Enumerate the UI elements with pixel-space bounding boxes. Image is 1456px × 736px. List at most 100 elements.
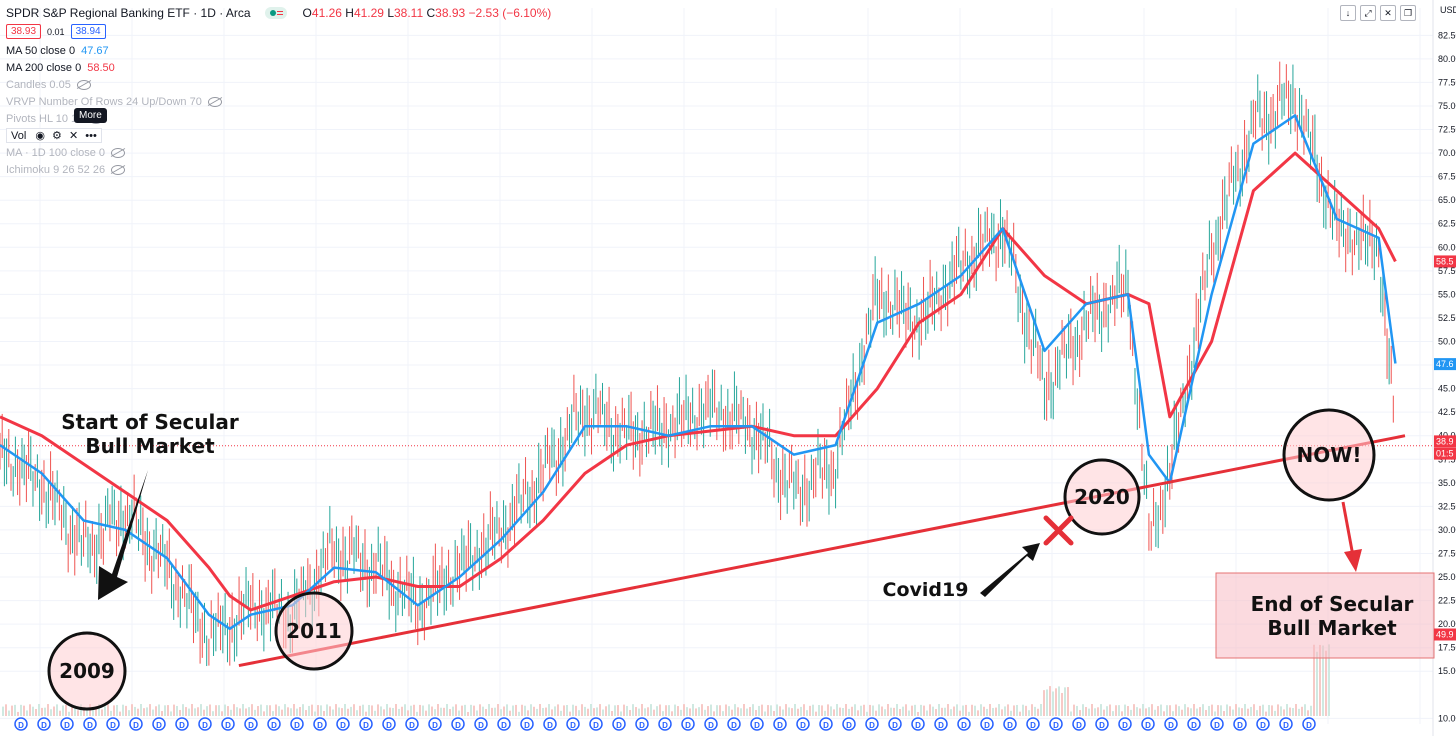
volume-bar [254,709,256,716]
volume-bar [977,710,979,716]
volume-bar [11,705,13,716]
volume-bar [1283,709,1285,716]
volume-bar [266,705,268,716]
volume-bar [893,707,895,716]
volume-bar [857,710,859,716]
buy-button[interactable]: 38.94 [70,24,106,39]
volume-bar [995,707,997,716]
hidden-eye-icon[interactable] [76,79,91,90]
volume-bar [35,709,37,716]
countdown-badge [1434,447,1456,460]
volume-bar [107,704,109,716]
volume-bar [1172,711,1174,716]
more-tooltip: More [74,108,107,123]
volume-bar [287,707,289,716]
down-arrow-icon[interactable]: ↓ [1340,5,1356,21]
volume-bar [1157,706,1159,716]
volume-bar [1001,709,1003,716]
volume-bar [428,704,430,716]
volume-bar [1256,710,1258,716]
volume-bar [5,704,7,716]
indicator-ma100[interactable]: MA · 1D 100 close 0 [6,144,551,161]
volume-bar [416,711,418,716]
indicator-vol[interactable]: Vol ◉ ⚙ ✕ ••• [6,127,551,144]
volume-bar [1109,704,1111,716]
volume-bar [704,709,706,716]
volume-bar [683,704,685,716]
volume-bar [251,704,253,716]
more-icon[interactable]: ••• [85,130,97,142]
trendline [238,434,1406,668]
volume-bar [848,708,850,716]
ma200-badge [1434,255,1456,268]
volume-bar [914,704,916,716]
hidden-eye-icon[interactable] [111,164,126,175]
volume-bar [1076,705,1078,716]
volume-bar [1205,709,1207,716]
y-tick-label: 22.50 [1438,596,1456,606]
volume-bar [689,708,691,716]
volume-bar [302,704,304,716]
restore-icon[interactable]: ❐ [1400,5,1416,21]
volume-bar [440,707,442,716]
volume-bar [497,704,499,716]
volume-bar [413,704,415,716]
indicator-ma200[interactable]: MA 200 close 0 58.50 [6,61,115,74]
volume-bar [278,706,280,716]
volume-bar [455,704,457,716]
volume-bar [329,706,331,716]
dividend-marker-label: D [64,721,70,730]
volume-bar [458,710,460,716]
volume-bar [353,704,355,716]
indicator-candles[interactable]: Candles 0.05 [6,76,551,93]
market-status-icon[interactable] [264,6,287,19]
indicator-ma50[interactable]: MA 50 close 0 47.67 [6,44,109,57]
volume-bar [1229,706,1231,716]
dividend-marker [819,717,833,731]
y-tick-label: 30.00 [1438,525,1456,535]
volume-bar [188,708,190,716]
dividend-marker-label: D [869,721,875,730]
symbol-title[interactable]: SPDR S&P Regional Banking ETF · 1D · Arc… [6,5,251,20]
eye-icon[interactable]: ◉ [35,130,45,142]
volume-bar [545,707,547,716]
volume-bar [1298,708,1300,716]
dividend-marker [635,717,649,731]
volume-bar [65,704,67,716]
volume-bar [1124,704,1126,716]
volume-bar [14,704,16,716]
indicator-ichimoku[interactable]: Ichimoku 9 26 52 26 [6,161,551,178]
volume-bar [821,705,823,716]
volume-bar [1187,707,1189,716]
indicator-vrvp[interactable]: VRVP Number Of Rows 24 Up/Down 70 [6,93,551,110]
volume-bar [1232,709,1234,716]
volume-bar [719,705,721,716]
volume-bar [644,708,646,716]
volume-bar [626,705,628,716]
dividend-marker [37,717,51,731]
volume-bar [527,710,529,716]
volume-bar [734,704,736,716]
volume-bar [608,704,610,716]
sell-button[interactable]: 38.93 [6,24,42,39]
volume-bar [212,711,214,716]
covid-x-marker [1043,515,1074,546]
volume-bar [479,704,481,716]
volume-bar [1136,707,1138,716]
hidden-eye-icon[interactable] [111,147,126,158]
close-icon[interactable]: ✕ [1380,5,1396,21]
hidden-eye-icon[interactable] [207,96,222,107]
volume-bar [1217,705,1219,716]
last-price-badge-text: 38.9 [1436,436,1454,446]
volume-bar [740,708,742,716]
volume-bar [167,705,169,716]
settings-icon[interactable]: ⚙ [52,130,62,142]
expand-icon[interactable]: ⤢ [1360,5,1376,21]
dividend-marker-label: D [616,721,622,730]
volume-bar [707,706,709,716]
volume-bar [281,709,283,716]
close-icon[interactable]: ✕ [68,130,79,142]
volume-bar [1163,711,1165,716]
